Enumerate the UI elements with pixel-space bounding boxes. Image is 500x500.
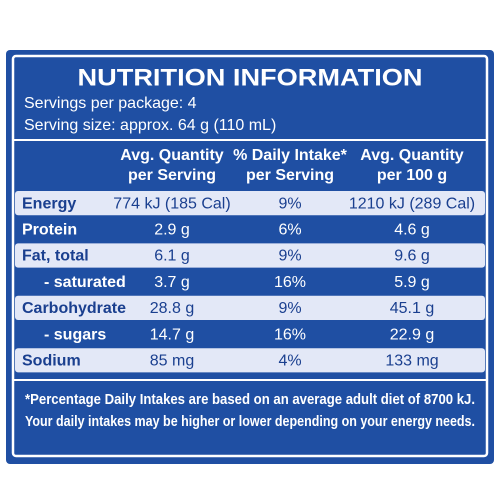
serving-size: Serving size: approx. 64 g (110 mL) [24, 117, 276, 134]
row-label: Carbohydrate [22, 300, 126, 317]
servings: Servings per package: 4 [24, 95, 197, 112]
column-header: per Serving [128, 167, 216, 184]
cell: 9% [278, 195, 301, 212]
cell: 774 kJ (185 Cal) [113, 195, 230, 212]
footnote: Your daily intakes may be higher or lowe… [25, 413, 475, 430]
column-header: % Daily Intake* [233, 147, 348, 164]
cell: 1210 kJ (289 Cal) [349, 195, 475, 212]
row-label: Sodium [22, 353, 81, 370]
cell: 9% [278, 300, 301, 317]
footnote: *Percentage Daily Intakes are based on a… [25, 391, 475, 408]
cell: 5.9 g [394, 274, 430, 291]
row-band [15, 191, 485, 216]
cell: 9% [278, 248, 301, 265]
cell: 6.1 g [154, 248, 190, 265]
row-band [15, 243, 485, 268]
column-header: per Serving [246, 167, 334, 184]
row-band [15, 295, 485, 320]
column-header: per 100 g [377, 167, 447, 184]
cell: 16% [274, 274, 306, 291]
row-band [15, 348, 485, 373]
cell: 6% [278, 222, 301, 239]
cell: 28.8 g [150, 300, 194, 317]
frame [11, 54, 489, 458]
cell: 85 mg [150, 353, 194, 370]
cell: 16% [274, 326, 306, 343]
cell: 133 mg [385, 353, 438, 370]
cell: 14.7 g [150, 326, 194, 343]
cell: 2.9 g [154, 222, 190, 239]
cell: 4% [278, 353, 301, 370]
column-header: Avg. Quantity [120, 147, 224, 164]
cell: 3.7 g [154, 274, 190, 291]
column-header: Avg. Quantity [360, 147, 464, 164]
cell: 22.9 g [390, 326, 434, 343]
row-label: Energy [22, 195, 76, 212]
cell: 9.6 g [394, 248, 430, 265]
title: NUTRITION INFORMATION [78, 64, 423, 91]
cell: 4.6 g [394, 222, 430, 239]
row-label: Protein [22, 222, 77, 239]
row-label: - sugars [44, 326, 106, 343]
cell: 45.1 g [390, 300, 434, 317]
row-label: - saturated [44, 274, 126, 291]
row-label: Fat, total [22, 248, 89, 265]
